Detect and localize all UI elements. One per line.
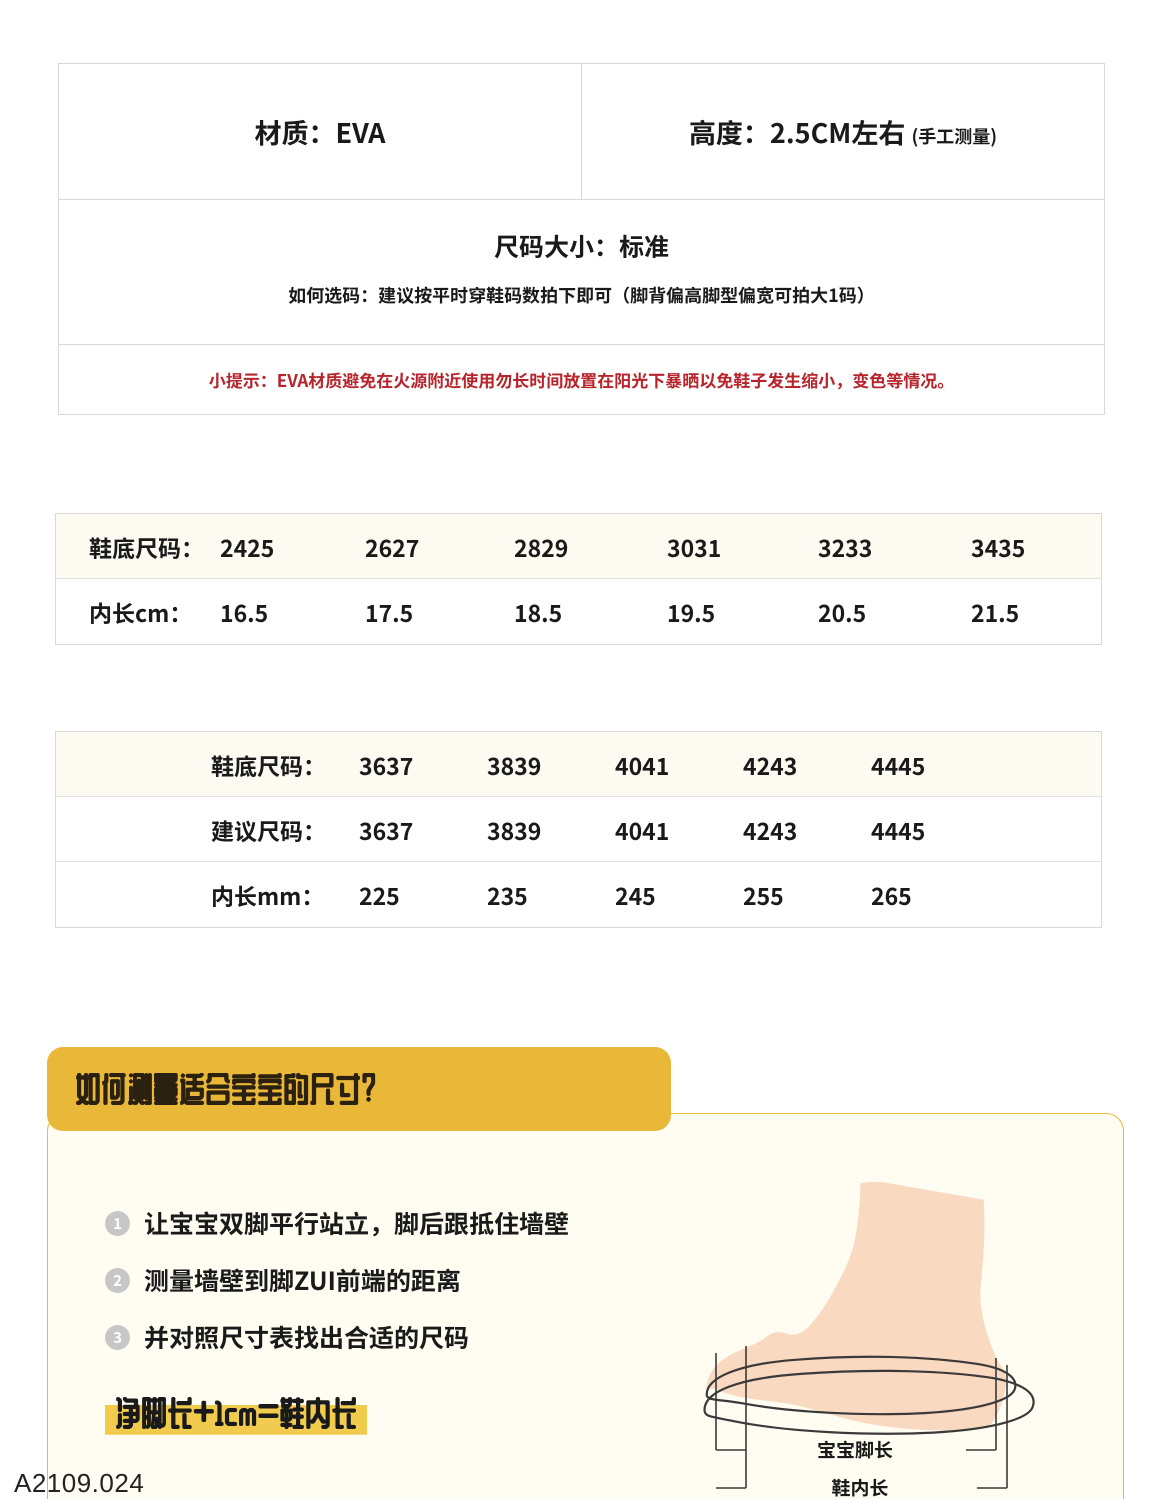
svg-text:鞋内长: 鞋内长 xyxy=(831,1474,888,1499)
svg-text:宝宝脚长: 宝宝脚长 xyxy=(817,1436,893,1463)
